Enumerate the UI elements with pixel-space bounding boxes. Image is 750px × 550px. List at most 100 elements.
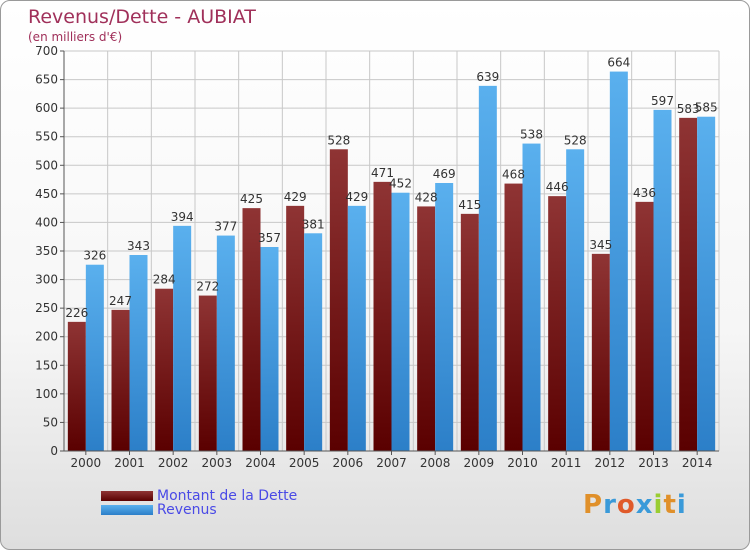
y-tick-label: 350 [35,244,58,258]
x-tick-label: 2013 [638,456,669,470]
data-label-dette: 528 [327,133,350,147]
data-label-revenus: 664 [607,56,630,70]
x-tick-label: 2014 [682,456,713,470]
x-tick-label: 2010 [507,456,538,470]
logo-letter: x [635,490,654,520]
y-tick-label: 300 [35,273,58,287]
logo-text: Proxiti [583,490,687,520]
bar-dette [155,288,174,451]
y-tick-label: 650 [35,73,58,87]
data-label-dette: 345 [589,238,612,252]
x-tick-label: 2011 [551,456,582,470]
x-tick-label: 2008 [420,456,451,470]
bar-dette [373,181,392,451]
data-label-revenus: 639 [476,70,499,84]
x-tick-label: 2006 [333,456,364,470]
data-label-revenus: 343 [127,239,150,253]
x-tick-label: 2005 [289,456,320,470]
y-tick-label: 600 [35,101,58,115]
bar-dette [591,253,610,451]
data-label-dette: 284 [153,273,176,287]
y-tick-label: 700 [35,44,58,58]
bar-dette [242,208,261,451]
data-label-revenus: 585 [695,101,718,115]
bar-dette [504,183,523,452]
data-label-dette: 583 [677,102,700,116]
bar-dette [460,213,479,451]
bar-revenus [347,205,366,451]
legend-swatch-dette [101,491,153,501]
y-tick-label: 250 [35,301,58,315]
data-label-revenus: 429 [345,190,368,204]
bar-dette [679,117,698,451]
data-label-dette: 471 [371,166,394,180]
data-label-revenus: 377 [214,220,237,234]
x-tick-label: 2004 [245,456,276,470]
bar-dette [67,321,86,451]
bar-dette [417,206,436,451]
bar-revenus [391,192,410,451]
bar-revenus [216,235,235,451]
y-tick-label: 550 [35,130,58,144]
x-tick-label: 2012 [595,456,626,470]
data-label-dette: 272 [196,280,219,294]
data-label-revenus: 326 [83,249,106,263]
logo-letter: r [603,490,617,520]
bar-dette [286,205,305,451]
logo-letter: P [583,490,604,520]
bar-revenus [653,109,672,451]
data-label-revenus: 381 [302,217,325,231]
legend-swatch-revenus [101,505,153,515]
y-tick-label: 50 [43,415,58,429]
y-tick-label: 500 [35,158,58,172]
proxiti-logo: Proxiti [583,490,687,520]
legend-item-revenus: Revenus [101,502,217,518]
data-label-dette: 468 [502,168,525,182]
data-label-revenus: 528 [564,133,587,147]
data-label-revenus: 469 [433,167,456,181]
data-label-revenus: 597 [651,94,674,108]
legend-item-dette: Montant de la Dette [101,488,297,504]
y-tick-label: 100 [35,387,58,401]
bar-dette [635,201,654,451]
logo-letter: i [653,490,664,520]
bar-revenus [522,143,541,452]
logo-letter: i [676,490,687,520]
data-label-revenus: 538 [520,128,543,142]
data-label-dette: 247 [109,294,132,308]
y-tick-label: 200 [35,330,58,344]
bar-revenus [566,149,585,452]
data-label-dette: 226 [65,306,88,320]
bar-dette [111,309,130,451]
legend-label-revenus: Revenus [157,502,217,518]
logo-letter: t [663,490,677,520]
data-label-dette: 436 [633,186,656,200]
bar-revenus [435,183,454,451]
data-label-dette: 425 [240,192,263,206]
bar-revenus [697,116,716,451]
data-label-dette: 415 [458,198,481,212]
y-tick-label: 400 [35,215,58,229]
bar-revenus [260,247,279,451]
chart-subtitle: (en milliers d'€) [28,30,123,44]
legend-label-dette: Montant de la Dette [157,488,298,504]
x-tick-label: 2000 [71,456,102,470]
data-label-revenus: 452 [389,177,412,191]
bar-revenus [129,255,148,451]
data-label-revenus: 357 [258,231,281,245]
x-tick-label: 2009 [464,456,495,470]
bar-revenus [85,264,104,451]
x-tick-label: 2003 [202,456,233,470]
bar-revenus [304,233,323,451]
bar-dette [548,196,567,451]
bar-revenus [609,71,628,452]
bar-dette [198,295,217,451]
x-tick-label: 2002 [158,456,189,470]
data-label-revenus: 394 [171,210,194,224]
y-tick-label: 450 [35,187,58,201]
data-label-dette: 429 [284,190,307,204]
logo-letter: o [616,490,636,520]
bar-dette [329,149,348,452]
